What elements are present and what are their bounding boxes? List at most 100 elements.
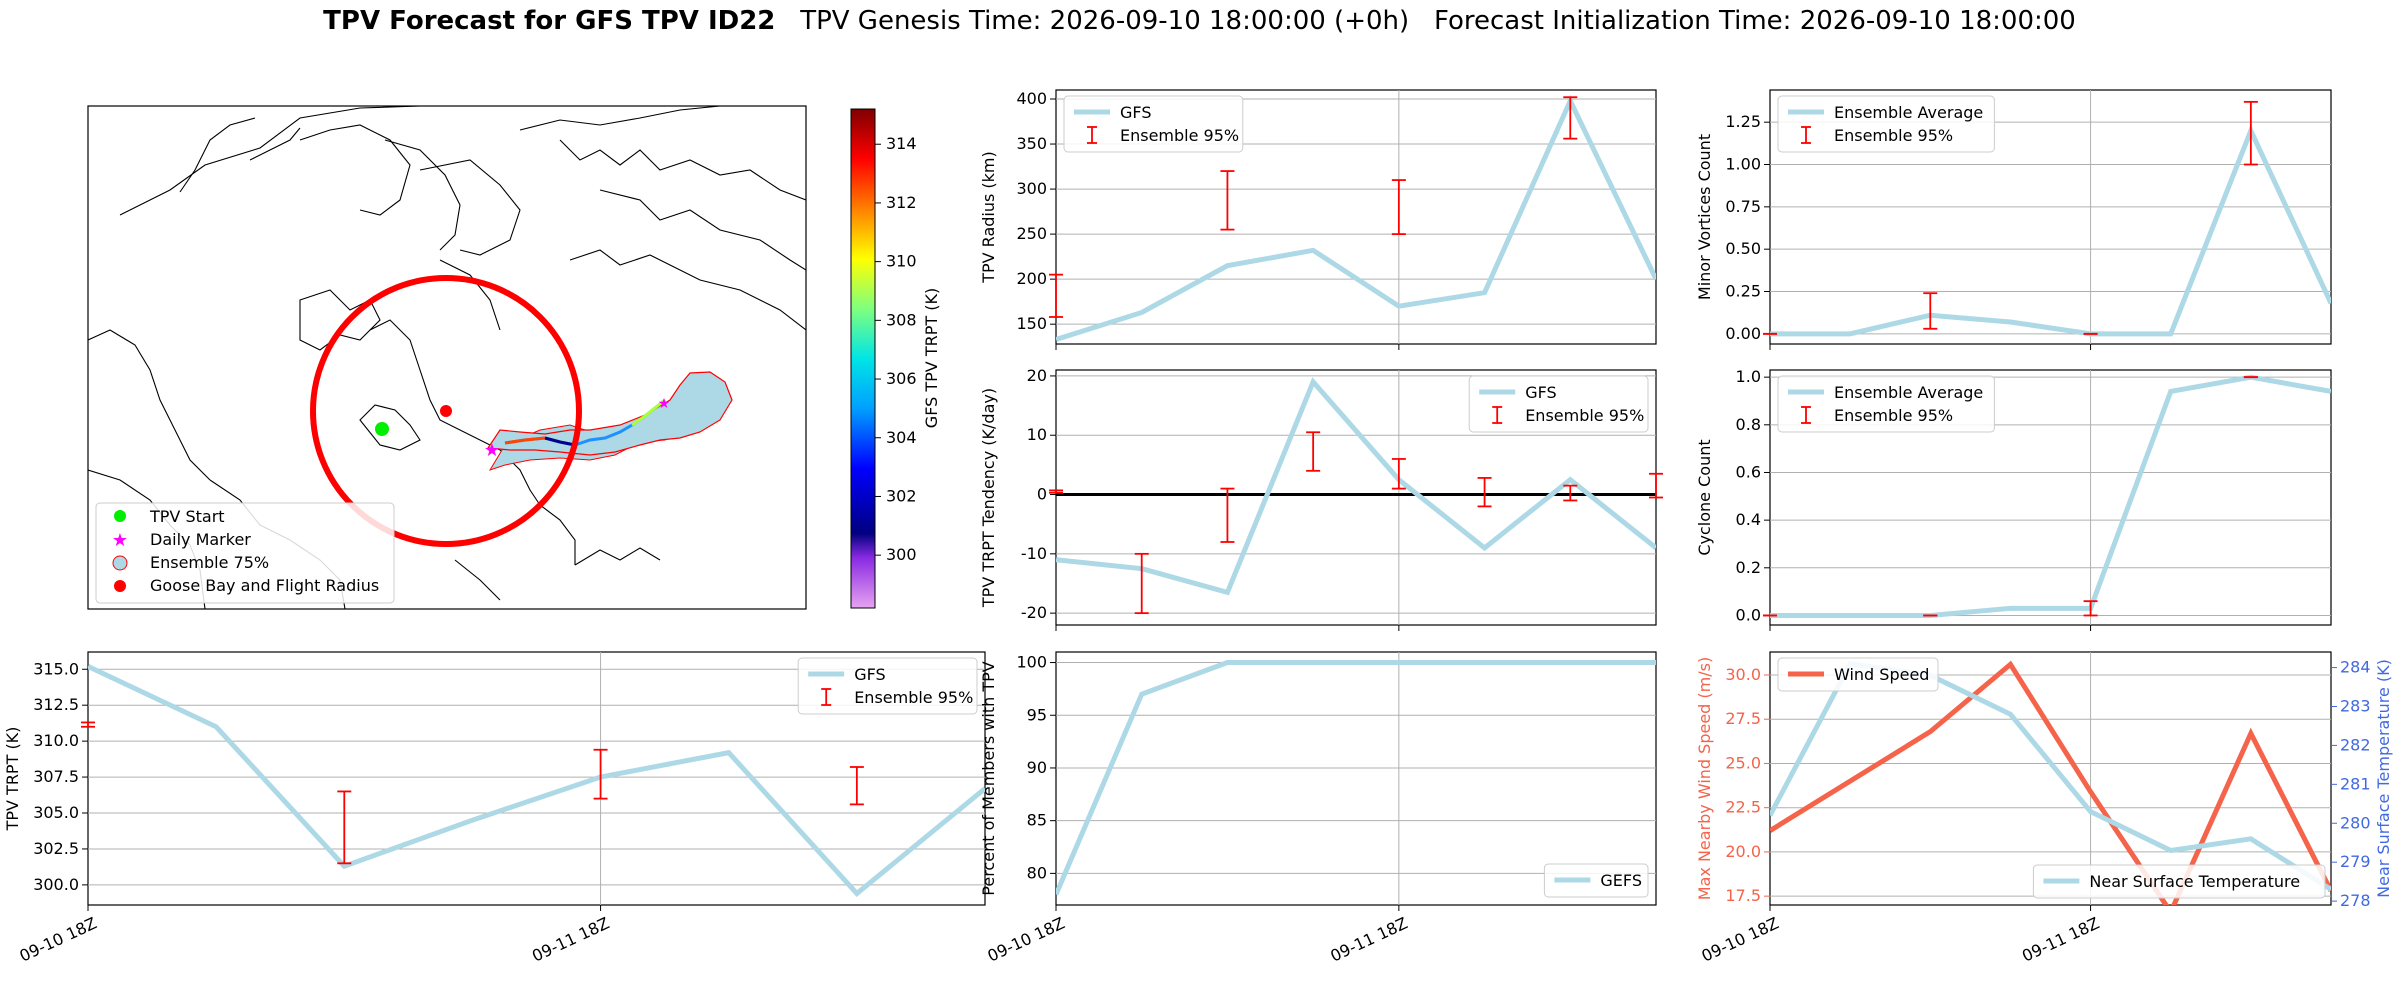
y-tick-label: 305.0 [33,803,79,822]
errorbar [1563,484,1578,502]
errorbar [1477,477,1492,508]
y-axis-label: TPV TRPT (K) [3,727,22,832]
map-legend: ★ TPV Start Daily Marker Ensemble 75% Go… [95,502,395,604]
colorbar-label: GFS TPV TRPT (K) [922,288,941,428]
legend-label: GEFS [1600,871,1642,890]
y-tick-label: -20 [1021,603,1047,622]
y-tick-label: 0.25 [1725,282,1761,301]
ensemble-75-main [486,371,733,456]
colorbar-tick-label: 308 [886,310,917,329]
y-tick-label: 22.5 [1725,798,1761,817]
y-tick-label: 95 [1027,705,1047,724]
legend-label: GFS [1525,383,1556,402]
legend-label: Ensemble 95% [854,688,973,707]
legend-frame [1777,657,1939,692]
y-tick-label: 0.8 [1736,415,1761,434]
legend-frame [2032,864,2326,899]
colorbar-tick-label: 300 [886,545,917,564]
figure-title: TPV Forecast for GFS TPV ID22 TPV Genesi… [0,6,2399,36]
y-tick-label: 1.0 [1736,367,1761,386]
x-tick-label: 09-10 18Z [1699,913,1782,965]
y-tick-label: 307.5 [33,767,79,786]
errorbar [1049,273,1063,318]
series-line-1 [1770,124,2331,337]
y-tick-label: 315.0 [33,659,79,678]
legend-label: GFS [854,665,885,684]
plot-area [1055,651,1657,906]
errorbar [1220,487,1235,543]
y-tick-label: 1.25 [1725,112,1761,131]
legend-label-ensemble: Ensemble 75% [150,553,269,572]
y-axis-label: TPV Radius (km) [979,151,998,284]
series-line-1 [1056,660,1656,896]
colorbar-tick-label: 302 [886,486,917,505]
x-tick-label: 09-11 18Z [1327,913,1410,965]
goose-bay-flight-radius [310,275,582,547]
legend-label: Wind Speed [1834,665,1929,684]
y-tick-label: 25.0 [1725,753,1761,772]
y-tick-label: 100 [1016,653,1047,672]
legend-label-goose-bay: Goose Bay and Flight Radius [150,576,379,595]
plot-area [1769,651,2332,906]
chart-members: 80 85 90 95 100 09-10 18Z 09-11 18Z Percent of … [979,651,1657,966]
y-right-tick-label: 281 [2340,774,2371,793]
blue-patch-icon [112,555,128,571]
errorbar [81,721,95,728]
colorbar-ramp [850,108,876,609]
y-tick-label: 90 [1027,758,1047,777]
y-tick-label: 0.00 [1725,324,1761,343]
tpv-track-segment-warm [504,436,546,445]
errorbar [1049,489,1063,494]
y-tick-label: 0.4 [1736,510,1761,529]
legend-label: Ensemble 95% [1525,406,1644,425]
y-right-axis-label: Near Surface Temperature (K) [2374,659,2393,898]
y-tick-label: 20.0 [1725,842,1761,861]
y-tick-label: 10 [1027,425,1047,444]
series-line-1 [1056,377,1656,596]
colorbar-tick-label: 314 [886,134,917,153]
colorbar-tick-label: 312 [886,193,917,212]
chart-wind: 17.5 20.0 22.5 25.0 27.5 30.0 09-10 18Z 09-11 1… [1695,651,2393,966]
y-right-tick-label: 283 [2340,696,2371,715]
colorbar-tick-label: 304 [886,428,917,447]
chart-minor: 0.00 0.25 0.50 0.75 1.00 1.25 Minor Vortices C… [1695,89,2332,350]
legend-label-daily-marker: Daily Marker [150,530,251,549]
colorbar-tick-label: 310 [886,252,917,271]
y-tick-label: 150 [1016,314,1047,333]
magenta-star-icon: ★ [112,530,128,551]
y-tick-label: 85 [1027,811,1047,830]
y-axis-label: Cyclone Count [1695,439,1714,555]
chart-tendency: -20 -10 0 10 20 TPV TRPT Tendency (K/day) GFS E… [979,366,1663,631]
errorbar [337,790,352,865]
legend: Wind Speed [1777,657,1939,692]
green-dot-icon [114,510,126,522]
y-right-tick-label: 278 [2340,891,2371,910]
title-main: TPV Forecast for GFS TPV ID22 [323,6,776,36]
y-axis-label: Percent of Members with TPV [979,661,998,895]
legend-label: GFS [1120,103,1151,122]
errorbar [1134,552,1149,615]
legend-label: Ensemble 95% [1834,406,1953,425]
y-tick-label: 310.0 [33,731,79,750]
plot-area [87,651,986,906]
goose-bay-marker [440,405,452,417]
y-right-tick-label: 280 [2340,813,2371,832]
legend-label: Ensemble 95% [1834,126,1953,145]
y-tick-label: 250 [1016,224,1047,243]
legend: GFS Ensemble 95% [797,657,978,715]
errorbar [1923,292,1938,330]
x-tick-label: 09-11 18Z [2019,913,2102,965]
legend: GFS Ensemble 95% [1063,95,1244,153]
daily-marker-star-2: ★ [658,396,671,412]
y-tick-label: 27.5 [1725,709,1761,728]
y-tick-label: 350 [1016,134,1047,153]
y-tick-label: 0.0 [1736,605,1761,624]
errorbar [1306,431,1321,472]
tpv-track-segment-mid [544,436,576,447]
legend-frame [1543,863,1649,898]
y-tick-label: 300 [1016,179,1047,198]
errorbar [1220,170,1235,231]
legend: GFS Ensemble 95% [1468,375,1649,433]
chart-cyclone: 0.0 0.2 0.4 0.6 0.8 1.0 Cyclone Count Ensemble … [1695,367,2332,631]
